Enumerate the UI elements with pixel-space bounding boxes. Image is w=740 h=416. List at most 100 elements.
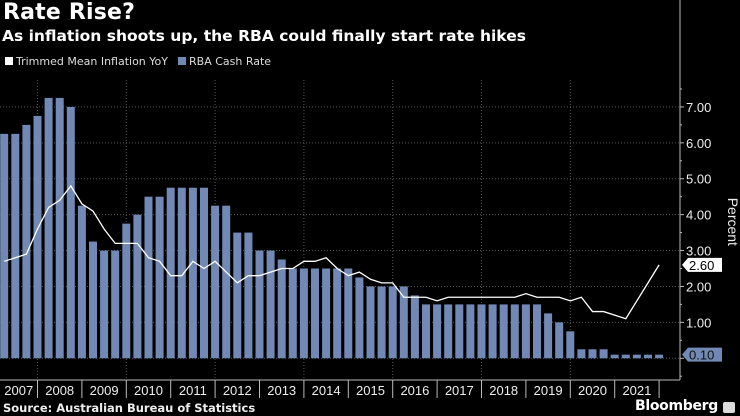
y-tick-label: 1.00: [686, 315, 711, 330]
bar-cash-rate: [255, 250, 264, 359]
bar-cash-rate: [233, 232, 242, 359]
bar-cash-rate: [366, 286, 375, 359]
bar-cash-rate: [599, 349, 608, 359]
bar-cash-rate: [422, 304, 430, 359]
legend-label: RBA Cash Rate: [189, 55, 272, 68]
bar-cash-rate: [100, 250, 109, 359]
bar-cash-rate: [77, 205, 86, 359]
bar-cash-rate: [521, 304, 530, 359]
y-tick-label: 3.00: [686, 244, 711, 259]
y-axis-label: Percent: [725, 198, 740, 246]
x-tick-label: 2017: [445, 383, 474, 398]
bar-cash-rate: [299, 268, 308, 359]
bar-cash-rate: [155, 196, 164, 359]
bar-cash-rate: [333, 268, 342, 359]
bar-cash-rate: [588, 349, 597, 359]
x-tick-label: 2008: [45, 383, 74, 398]
bar-cash-rate: [55, 97, 64, 359]
y-tick-label: 2.00: [686, 279, 711, 294]
bar-cash-rate: [533, 304, 541, 359]
bar-cash-rate: [577, 349, 586, 359]
line-inflation: [3, 184, 660, 320]
bar-cash-rate: [111, 250, 120, 359]
legend-label: Trimmed Mean Inflation YoY: [16, 55, 168, 68]
bar-cash-rate: [610, 354, 619, 359]
bloomberg-chart-icon: [723, 402, 735, 413]
bar-cash-rate: [33, 115, 42, 359]
chart-svg: 2007 2008 2009 2010 2011 2012 2013 2014 2015 2016…: [0, 0, 740, 398]
bar-cash-rate: [355, 277, 364, 359]
y-tick-label: 4.00: [686, 208, 711, 223]
bar-cash-rate: [621, 354, 630, 359]
source-note: Source: Australian Bureau of Statistics: [3, 401, 256, 415]
bar-cash-rate: [388, 286, 397, 359]
last-value-label: 0.10: [689, 348, 714, 363]
bar-cash-rate: [277, 259, 286, 359]
bar-cash-rate: [133, 214, 142, 359]
bar-cash-rate: [0, 133, 9, 359]
bar-cash-rate: [222, 205, 231, 359]
bar-cash-rate: [410, 295, 419, 359]
bar-cash-rate: [510, 304, 519, 359]
bar-cash-rate: [632, 354, 641, 359]
bar-cash-rate: [177, 187, 186, 359]
x-tick-label: 2021: [622, 383, 651, 398]
x-tick-label: 2012: [223, 383, 252, 398]
bar-cash-rate: [488, 304, 497, 359]
bar-cash-rate: [122, 223, 131, 359]
bar-cash-rate: [288, 268, 297, 359]
bar-cash-rate: [188, 187, 197, 359]
bar-cash-rate: [166, 187, 175, 359]
bar-cash-rate: [311, 268, 319, 359]
bar-cash-rate: [444, 304, 453, 359]
bar-cash-rate: [399, 286, 408, 359]
y-tick-label: 7.00: [686, 100, 711, 115]
bar-cash-rate: [466, 304, 475, 359]
bar-cash-rate: [266, 250, 275, 359]
last-value-label: 2.60: [689, 258, 714, 273]
bar-cash-rate: [544, 313, 553, 359]
x-tick-label: 2013: [267, 383, 296, 398]
last-value-tag: [682, 257, 722, 272]
bar-cash-rate: [477, 304, 486, 359]
bloomberg-logo: Bloomberg: [634, 398, 718, 414]
x-tick-label: 2019: [534, 383, 563, 398]
x-tick-label: 2011: [179, 383, 207, 398]
x-tick-label: 2020: [578, 383, 607, 398]
bar-cash-rate: [66, 106, 75, 359]
bar-cash-rate: [322, 268, 331, 359]
bar-cash-rate: [655, 354, 664, 359]
bar-cash-rate: [433, 304, 442, 359]
legend: Trimmed Mean Inflation YoY RBA Cash Rate: [5, 55, 271, 68]
y-tick-label: 6.00: [686, 136, 711, 151]
legend-item-cash-rate: RBA Cash Rate: [178, 55, 271, 68]
legend-swatch-inflation: [5, 57, 13, 65]
x-tick-label: 2014: [312, 383, 341, 398]
x-tick-label: 2015: [356, 383, 385, 398]
x-tick-label: 2010: [134, 383, 163, 398]
bar-cash-rate: [344, 268, 353, 359]
x-tick-label: 2016: [400, 383, 429, 398]
legend-item-inflation: Trimmed Mean Inflation YoY: [5, 55, 168, 68]
legend-swatch-cash-rate: [178, 57, 186, 65]
bar-cash-rate: [499, 304, 508, 359]
bar-cash-rate: [455, 304, 464, 359]
bar-cash-rate: [566, 331, 575, 359]
bar-cash-rate: [644, 354, 652, 359]
bar-cash-rate: [200, 187, 208, 359]
chart-subtitle: As inflation shoots up, the RBA could fi…: [2, 27, 526, 45]
bar-cash-rate: [555, 322, 564, 359]
x-tick-label: 2018: [489, 383, 518, 398]
last-value-tag: [682, 347, 722, 362]
bar-cash-rate: [377, 286, 386, 359]
bar-cash-rate: [211, 205, 220, 359]
bar-cash-rate: [89, 241, 97, 359]
x-tick-label: 2009: [90, 383, 119, 398]
bar-cash-rate: [144, 196, 153, 359]
bar-cash-rate: [244, 232, 253, 359]
bar-cash-rate: [22, 124, 31, 359]
x-tick-label: 2007: [4, 383, 33, 398]
y-tick-label: 5.00: [686, 172, 711, 187]
bar-cash-rate: [11, 133, 20, 359]
chart-title: Rate Rise?: [3, 0, 136, 25]
